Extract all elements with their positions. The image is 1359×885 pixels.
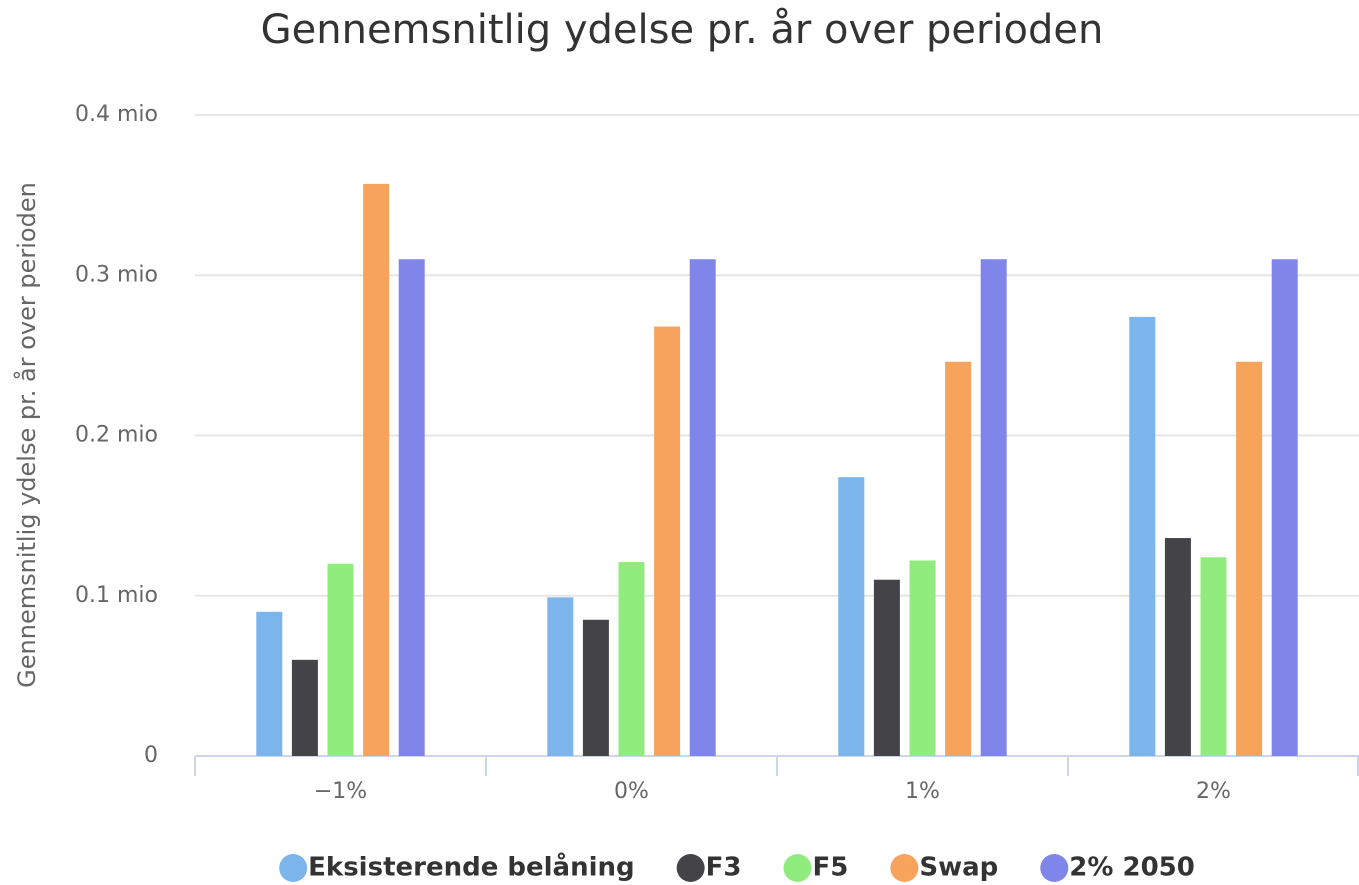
bar <box>654 326 681 756</box>
bar <box>689 259 716 756</box>
chart-title: Gennemsnitlig ydelse pr. år over periode… <box>261 7 1104 53</box>
bar <box>1164 538 1191 756</box>
legend-label: F3 <box>706 853 742 883</box>
bar <box>327 563 354 756</box>
bar <box>1129 316 1156 756</box>
bar <box>256 611 283 756</box>
bar <box>873 579 900 756</box>
x-tick-label: 1% <box>905 779 940 804</box>
legend-marker <box>279 854 308 882</box>
bar <box>838 477 865 756</box>
y-tick-label: 0.4 mio <box>75 102 158 127</box>
bar <box>582 619 609 756</box>
legend-label: Swap <box>919 853 998 883</box>
bar <box>909 560 936 756</box>
legend-label: Eksisterende belåning <box>308 851 635 883</box>
bar <box>1271 259 1298 756</box>
bar <box>363 183 390 757</box>
bar <box>398 259 425 756</box>
y-tick-label: 0.3 mio <box>75 262 158 287</box>
legend-marker <box>676 854 705 882</box>
x-tick-label: 2% <box>1196 779 1231 804</box>
y-tick-label: 0.2 mio <box>75 423 158 448</box>
bar <box>547 597 574 756</box>
y-tick-label: 0.1 mio <box>75 583 158 608</box>
bar <box>618 562 645 756</box>
legend-marker <box>890 854 919 882</box>
legend-label: 2% 2050 <box>1069 853 1195 883</box>
legend-label: F5 <box>813 853 849 883</box>
bar <box>1200 557 1227 756</box>
y-axis-title: Gennemsnitlig ydelse pr. år over periode… <box>12 182 41 688</box>
bar <box>1236 361 1263 756</box>
bar <box>980 259 1007 756</box>
y-tick-label: 0 <box>144 743 158 768</box>
bar <box>291 659 318 756</box>
x-tick-label: 0% <box>614 779 649 804</box>
x-tick-label: −1% <box>314 779 367 804</box>
legend-marker <box>783 854 812 882</box>
legend-marker <box>1040 854 1069 882</box>
bar <box>945 361 972 756</box>
